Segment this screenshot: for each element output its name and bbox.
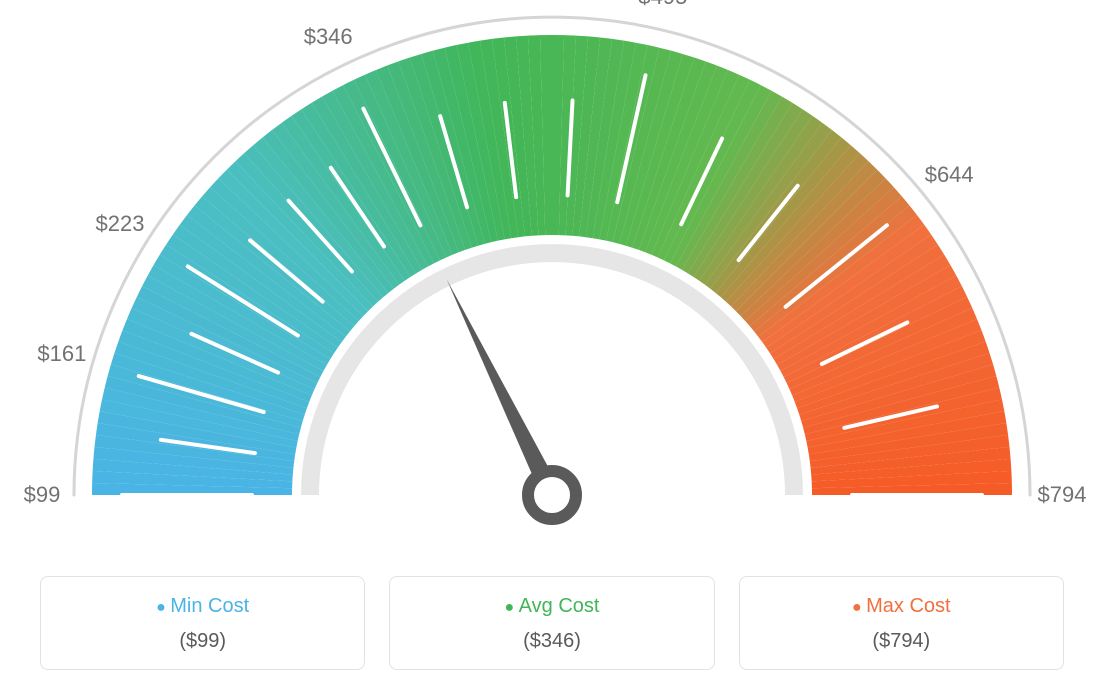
gauge-area: $99 $161 $223 $346 $495 $644 $794 bbox=[0, 0, 1104, 560]
legend-card-min: Min Cost ($99) bbox=[40, 576, 365, 670]
legend-min-value: ($99) bbox=[51, 630, 354, 653]
legend-card-max: Max Cost ($794) bbox=[739, 576, 1064, 670]
gauge-tick-label: $223 bbox=[96, 211, 145, 237]
gauge-tick-label: $495 bbox=[638, 0, 687, 10]
gauge-tick-label: $644 bbox=[925, 162, 974, 188]
legend-min-title: Min Cost bbox=[51, 595, 354, 618]
legend-avg-title: Avg Cost bbox=[400, 595, 703, 618]
gauge-tick-label: $794 bbox=[1038, 482, 1087, 508]
legend-max-title: Max Cost bbox=[750, 595, 1053, 618]
gauge-tick-label: $99 bbox=[24, 482, 61, 508]
legend-card-avg: Avg Cost ($346) bbox=[389, 576, 714, 670]
gauge-tick-label: $161 bbox=[37, 341, 86, 367]
legend-avg-value: ($346) bbox=[400, 630, 703, 653]
gauge-tick-label: $346 bbox=[304, 24, 353, 50]
gauge-chart-container: $99 $161 $223 $346 $495 $644 $794 Min Cost ($9… bbox=[0, 0, 1104, 690]
legend-max-value: ($794) bbox=[750, 630, 1053, 653]
legend-row: Min Cost ($99) Avg Cost ($346) Max Cost … bbox=[40, 576, 1064, 670]
gauge-svg bbox=[0, 0, 1104, 560]
